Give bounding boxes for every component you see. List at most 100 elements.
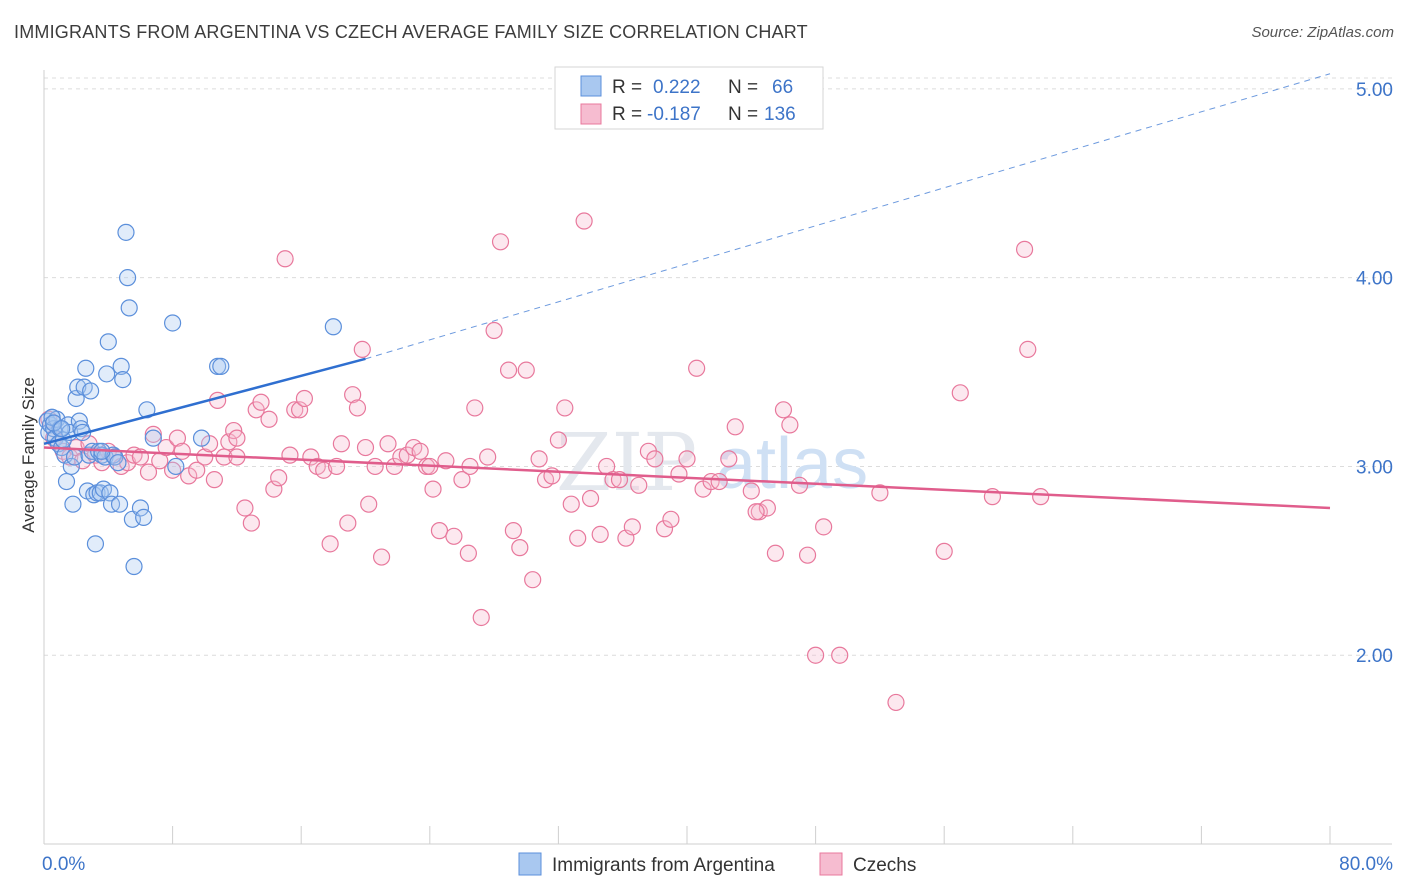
czechs-point-108 (742, 482, 760, 500)
czechs-point-70 (466, 399, 484, 417)
czechs-point-94 (623, 518, 641, 536)
czechs-point-98 (655, 520, 674, 538)
legend-n-label-2: N = (728, 104, 758, 125)
czechs-point-126 (1032, 488, 1050, 506)
argentina-point-52 (135, 508, 153, 527)
czechs-point-105 (710, 472, 728, 491)
legend-bottom-swatch-pink (819, 852, 843, 876)
legend-bottom-swatch-blue (518, 852, 542, 876)
czechs-point-33 (242, 514, 260, 532)
czechs-point-122 (951, 384, 969, 402)
argentina-point-15 (62, 457, 80, 476)
argentina-point-63 (53, 420, 71, 438)
czechs-point-127 (747, 503, 765, 521)
czechs-point-111 (766, 544, 785, 562)
czechs-point-62 (411, 442, 429, 460)
czechs-point-101 (678, 450, 696, 468)
argentina-point-55 (164, 314, 182, 332)
czechs-point-64 (424, 480, 442, 498)
watermark: ZIP atlas (556, 416, 868, 509)
legend-top: R = 0.222 N = 66 R = -0.187 N = 136 (554, 66, 824, 130)
czechs-point-69 (459, 544, 477, 562)
czechs-point-79 (524, 571, 542, 589)
argentina-point-50 (125, 557, 143, 576)
czechs-point-106 (720, 450, 738, 468)
czechs-point-74 (491, 233, 510, 251)
czechs-point-119 (871, 484, 889, 502)
argentina-point-17 (65, 448, 84, 466)
czechs-point-49 (332, 435, 350, 453)
legend-n-value-2: 136 (764, 104, 796, 125)
grid-lines (44, 77, 1392, 656)
czechs-point-77 (511, 539, 529, 557)
czechs-point-52 (348, 399, 367, 417)
czechs-point-35 (252, 393, 270, 411)
argentina-point-43 (110, 495, 129, 513)
czechs-point-29 (220, 433, 238, 451)
y-tick-label-3: 5.00 (1356, 80, 1393, 101)
czechs-point-66 (437, 452, 455, 470)
czechs-points (40, 212, 1050, 712)
czechs-point-99 (662, 510, 680, 528)
legend-bottom-label-1: Immigrants from Argentina (552, 855, 775, 876)
czechs-point-124 (1015, 240, 1034, 258)
czechs-point-71 (472, 608, 490, 627)
legend-n-value-1: 66 (772, 77, 793, 98)
tick-labels: 2.00 3.00 4.00 5.00 0.0% 80.0% (42, 80, 1393, 875)
czechs-point-102 (688, 359, 706, 377)
czechs-point-114 (790, 476, 809, 494)
czechs-point-67 (445, 527, 463, 545)
czechs-point-89 (591, 525, 609, 544)
czechs-point-120 (887, 693, 905, 712)
y-tick-label-2: 4.00 (1356, 269, 1393, 290)
czechs-point-57 (379, 435, 397, 453)
czechs-point-116 (806, 646, 825, 664)
czechs-point-86 (569, 529, 587, 547)
czechs-point-80 (530, 450, 548, 468)
czechs-point-46 (315, 461, 333, 479)
czechs-point-87 (575, 212, 593, 230)
czechs-point-40 (281, 446, 299, 464)
czechs-point-75 (499, 361, 518, 379)
czechs-point-15 (139, 463, 158, 481)
argentina-trend-extension (365, 73, 1331, 360)
czechs-point-112 (774, 401, 793, 419)
argentina-point-60 (324, 318, 342, 336)
legend-r-value-2: -0.187 (647, 104, 701, 125)
legend-swatch-blue (580, 75, 602, 97)
czechs-point-51 (344, 386, 362, 404)
czechs-point-113 (781, 416, 799, 434)
czechs-point-78 (517, 361, 535, 379)
argentina-point-37 (99, 333, 117, 351)
argentina-point-46 (117, 223, 135, 241)
czechs-point-26 (205, 471, 223, 489)
czechs-point-72 (479, 448, 497, 466)
argentina-point-29 (86, 535, 105, 553)
argentina-point-45 (114, 371, 132, 389)
czechs-point-125 (1019, 340, 1037, 358)
czechs-trend-line (43, 446, 1331, 510)
czechs-point-65 (430, 522, 449, 540)
czechs-point-55 (366, 457, 384, 476)
czechs-point-36 (260, 410, 278, 428)
y-tick-label-0: 2.00 (1356, 646, 1393, 667)
argentina-points (38, 223, 342, 576)
czechs-point-84 (556, 399, 574, 417)
legend-swatch-pink (580, 103, 602, 125)
czechs-point-39 (276, 250, 294, 268)
czechs-point-16 (144, 425, 162, 443)
argentina-point-54 (144, 429, 162, 447)
y-tick-label-1: 3.00 (1356, 457, 1393, 478)
czechs-point-58 (385, 457, 404, 476)
x-tick-label-max: 80.0% (1339, 854, 1393, 875)
watermark-zip: ZIP (556, 416, 697, 509)
legend-bottom: Immigrants from Argentina Czechs (518, 852, 916, 876)
argentina-point-59 (212, 357, 230, 375)
legend-n-label-1: N = (728, 77, 758, 98)
argentina-point-56 (167, 457, 185, 476)
czechs-point-128 (228, 429, 246, 447)
czechs-point-47 (321, 535, 339, 553)
czechs-point-24 (196, 448, 214, 466)
czechs-point-42 (290, 401, 309, 419)
czechs-point-88 (581, 489, 600, 508)
